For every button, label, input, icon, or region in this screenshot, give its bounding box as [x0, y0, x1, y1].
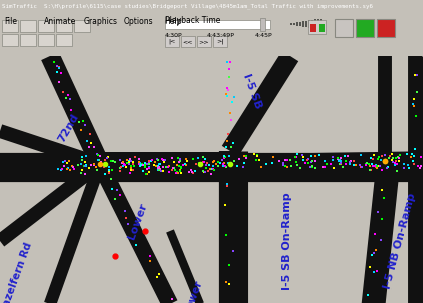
Bar [335, 19, 353, 37]
Bar [320, 18, 322, 29]
Text: <<: << [183, 39, 193, 44]
Text: SimTraffic  S:\H\profile\6115\case studies\Bridgeport Village\4845m1am_Total Tra: SimTraffic S:\H\profile\6115\case studie… [2, 3, 373, 9]
Text: ower: ower [185, 278, 205, 303]
Bar [308, 20, 326, 34]
Text: Options: Options [124, 17, 154, 26]
Bar [56, 20, 72, 32]
Bar [213, 36, 227, 47]
Bar [377, 19, 395, 37]
Text: Playback Time: Playback Time [165, 16, 220, 25]
Text: >>: >> [199, 39, 209, 44]
Bar [260, 18, 265, 31]
Text: Lower: Lower [127, 201, 149, 241]
Text: Animate: Animate [44, 17, 76, 26]
Bar [38, 20, 54, 32]
Text: I-5 NB On-Ramp: I-5 NB On-Ramp [382, 192, 418, 290]
Bar [2, 20, 18, 32]
Bar [197, 36, 211, 47]
Text: >|: >| [216, 39, 224, 44]
Bar [74, 20, 90, 32]
Bar [310, 24, 316, 32]
Bar [319, 24, 325, 32]
Bar [38, 34, 54, 46]
Bar [293, 22, 295, 25]
Text: File: File [4, 17, 17, 26]
Bar [302, 21, 304, 27]
Bar [20, 34, 36, 46]
Bar [317, 19, 319, 29]
Bar [290, 23, 292, 25]
Text: 72nd: 72nd [56, 112, 80, 144]
Bar [165, 36, 179, 47]
Bar [311, 20, 313, 28]
Text: 4:30P: 4:30P [165, 33, 183, 38]
Bar [181, 36, 195, 47]
Text: 4:45P: 4:45P [255, 33, 273, 38]
Text: Graphics: Graphics [84, 17, 118, 26]
Text: |<: |< [168, 39, 176, 44]
Bar [308, 20, 310, 28]
Text: Help: Help [164, 17, 181, 26]
Bar [296, 22, 298, 26]
Bar [356, 19, 374, 37]
Text: 4:43:49P: 4:43:49P [207, 33, 235, 38]
Bar [299, 22, 301, 26]
Bar [56, 34, 72, 46]
Text: azelfern Rd: azelfern Rd [2, 241, 34, 303]
Bar [305, 21, 307, 27]
Text: I-5 SB On-Ramp: I-5 SB On-Ramp [282, 192, 292, 290]
Bar [314, 19, 316, 28]
Bar [165, 20, 270, 29]
Bar [20, 20, 36, 32]
Text: I-5 SB: I-5 SB [241, 72, 263, 110]
Bar [2, 34, 18, 46]
